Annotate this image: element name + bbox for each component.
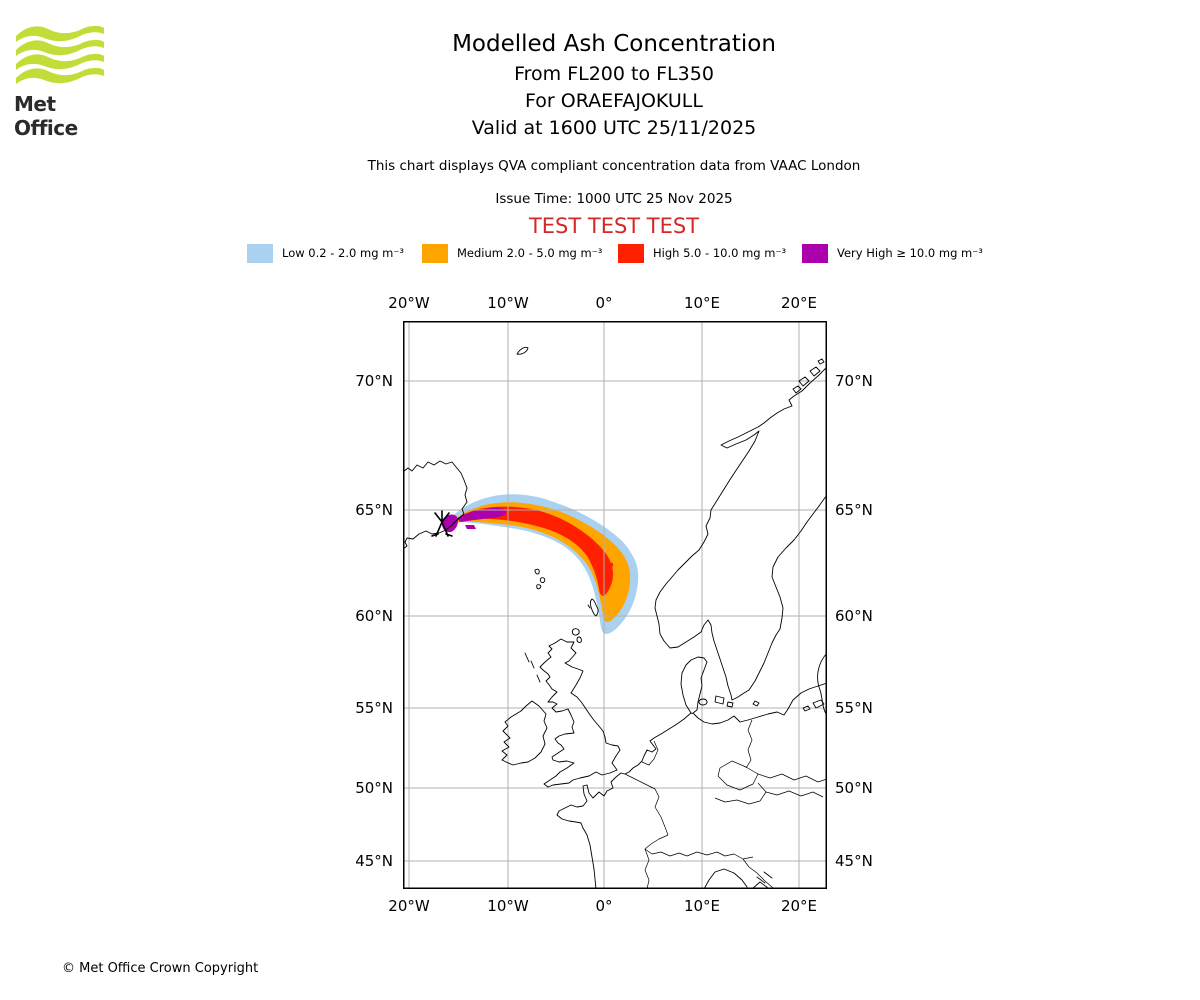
legend-label-high: High 5.0 - 10.0 mg m⁻³ bbox=[653, 246, 787, 260]
lon-tick-bottom-20e: 20°E bbox=[780, 897, 818, 915]
border-fr-it bbox=[644, 848, 650, 889]
legend-label-very-high: Very High ≥ 10.0 mg m⁻³ bbox=[837, 246, 983, 260]
copyright-notice: © Met Office Crown Copyright bbox=[62, 961, 259, 976]
lat-tick-right-50n: 50°N bbox=[835, 779, 873, 797]
legend-swatch-high bbox=[618, 243, 644, 263]
map-frame bbox=[403, 321, 827, 889]
coast-faroes bbox=[534, 568, 546, 590]
legend-entry-very-high: Very High ≥ 10.0 mg m⁻³ bbox=[802, 243, 983, 263]
coast-gotland bbox=[802, 699, 825, 712]
border-czech bbox=[717, 760, 759, 791]
coast-hebrides bbox=[524, 652, 541, 683]
test-watermark: TEST TEST TEST bbox=[528, 214, 700, 238]
lat-tick-left-70n: 70°N bbox=[355, 372, 393, 390]
issue-time: Issue Time: 1000 UTC 25 Nov 2025 bbox=[495, 191, 733, 207]
map-canvas bbox=[403, 321, 827, 889]
lat-tick-right-60n: 60°N bbox=[835, 607, 873, 625]
legend-entry-low: Low 0.2 - 2.0 mg m⁻³ bbox=[247, 243, 404, 263]
coast-orkney bbox=[571, 628, 582, 643]
coast-jan-mayen bbox=[516, 346, 529, 355]
lon-tick-top-20e: 20°E bbox=[780, 294, 818, 312]
border-de-at bbox=[714, 797, 761, 805]
lat-tick-left-65n: 65°N bbox=[355, 501, 393, 519]
volcano-symbol bbox=[431, 510, 453, 537]
border-nl-de bbox=[641, 740, 659, 766]
coast-italy-adriatic bbox=[703, 868, 773, 889]
met-office-logo-waves bbox=[16, 25, 104, 84]
subtitle-volcano: For ORAEFAJOKULL bbox=[525, 90, 703, 112]
legend-swatch-very-high bbox=[802, 243, 828, 263]
plume-very-high-contour bbox=[442, 514, 458, 533]
lat-tick-left-55n: 55°N bbox=[355, 699, 393, 717]
border-alps-slovenia-croatia bbox=[686, 851, 774, 889]
coast-great-britain bbox=[539, 638, 621, 788]
page-title: Modelled Ash Concentration bbox=[452, 31, 776, 57]
legend-label-medium: Medium 2.0 - 5.0 mg m⁻³ bbox=[457, 246, 603, 260]
lon-tick-bottom-10w: 10°W bbox=[487, 897, 529, 915]
subtitle-flight-levels: From FL200 to FL350 bbox=[514, 63, 714, 85]
lat-tick-left-50n: 50°N bbox=[355, 779, 393, 797]
legend-entry-medium: Medium 2.0 - 5.0 mg m⁻³ bbox=[422, 243, 602, 263]
border-fr-be-de bbox=[624, 773, 669, 836]
plume-very-high-streak bbox=[458, 507, 507, 522]
border-at-hu bbox=[757, 782, 824, 802]
lon-tick-bottom-10e: 10°E bbox=[683, 897, 721, 915]
border-de-pl bbox=[745, 719, 753, 769]
legend-swatch-medium bbox=[422, 243, 448, 263]
qva-description: This chart displays QVA compliant concen… bbox=[367, 158, 861, 174]
coast-ireland bbox=[501, 700, 548, 766]
logo-wave-shapes bbox=[16, 25, 104, 84]
lat-tick-left-60n: 60°N bbox=[355, 607, 393, 625]
lon-tick-bottom-0: 0° bbox=[595, 897, 613, 915]
legend-swatch-low bbox=[247, 243, 273, 263]
plume-medium-contour bbox=[449, 502, 631, 622]
coast-norway-sweden bbox=[654, 366, 827, 701]
ash-plume-contours bbox=[442, 494, 639, 634]
coast-shetland bbox=[587, 598, 599, 617]
coast-tromso-islands bbox=[792, 358, 825, 394]
border-switzerland bbox=[644, 834, 688, 857]
legend-entry-high: High 5.0 - 10.0 mg m⁻³ bbox=[618, 243, 786, 263]
coast-continent-baltic-northsea bbox=[556, 682, 827, 889]
plume-very-high-dash bbox=[465, 525, 476, 529]
lat-tick-left-45n: 45°N bbox=[355, 852, 393, 870]
plume-high-blob-3 bbox=[608, 562, 614, 568]
lon-tick-bottom-20w: 20°W bbox=[388, 897, 430, 915]
coast-baltic-states bbox=[817, 652, 827, 716]
plume-high-contour bbox=[450, 506, 613, 597]
lat-tick-right-45n: 45°N bbox=[835, 852, 873, 870]
lon-tick-top-10w: 10°W bbox=[487, 294, 529, 312]
graticule-gridlines bbox=[403, 321, 827, 889]
country-borders bbox=[624, 719, 827, 889]
lon-tick-top-20w: 20°W bbox=[388, 294, 430, 312]
border-pl-south bbox=[757, 773, 827, 783]
subtitle-valid-time: Valid at 1600 UTC 25/11/2025 bbox=[471, 117, 757, 139]
lat-tick-right-55n: 55°N bbox=[835, 699, 873, 717]
legend-label-low: Low 0.2 - 2.0 mg m⁻³ bbox=[282, 246, 405, 260]
met-office-logo-text: Met Office bbox=[14, 92, 78, 140]
coast-denmark bbox=[680, 656, 708, 714]
lon-tick-top-0: 0° bbox=[595, 294, 613, 312]
lat-tick-right-70n: 70°N bbox=[835, 372, 873, 390]
coast-danish-islands bbox=[698, 695, 760, 708]
coastlines bbox=[403, 346, 827, 889]
lon-tick-top-10e: 10°E bbox=[683, 294, 721, 312]
coast-iceland bbox=[403, 460, 468, 550]
plume-high-blob-2 bbox=[601, 583, 609, 591]
met-office-logo: Met Office bbox=[14, 24, 114, 140]
lat-tick-right-65n: 65°N bbox=[835, 501, 873, 519]
